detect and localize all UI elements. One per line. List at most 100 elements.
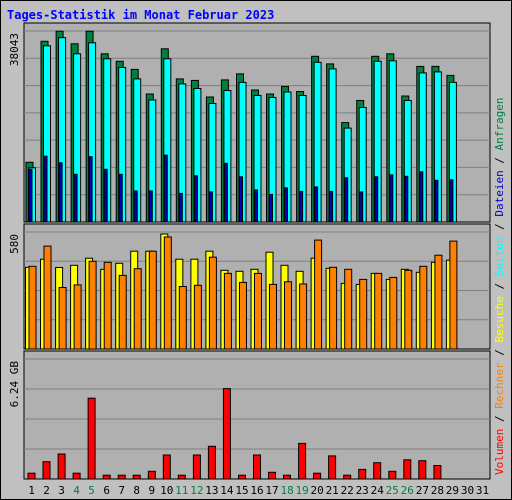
bar-rechner-day-11	[178, 286, 187, 350]
bar-volumen-day-7	[117, 474, 126, 480]
bar-rechner-day-8	[133, 268, 142, 350]
bar-volumen-day-11	[177, 474, 186, 480]
bar-volumen-day-21	[328, 455, 337, 480]
panel-3: 6.24 GB	[8, 350, 491, 480]
x-tick-label-day-26: 26	[401, 484, 414, 497]
bar-rechner-day-24	[374, 272, 383, 350]
bar-volumen-day-8	[132, 474, 141, 480]
bar-volumen-day-5	[87, 397, 96, 480]
bar-rechner-day-10	[163, 236, 172, 350]
bar-dateien-day-21	[329, 190, 334, 223]
x-tick-label-day-20: 20	[310, 484, 323, 497]
bar-dateien-day-15	[239, 176, 243, 223]
bar-volumen-day-27	[418, 460, 427, 480]
x-tick-label-day-3: 3	[58, 484, 65, 497]
x-tick-label-day-16: 16	[250, 484, 263, 497]
bar-dateien-day-1	[28, 168, 33, 223]
bar-dateien-day-7	[118, 173, 123, 223]
x-tick-label-day-22: 22	[341, 484, 354, 497]
x-tick-label-day-19: 19	[295, 484, 308, 497]
bar-volumen-day-23	[358, 468, 367, 480]
x-tick-label-day-1: 1	[28, 484, 35, 497]
bar-rechner-day-21	[329, 266, 338, 350]
x-tick-label-day-17: 17	[265, 484, 278, 497]
bar-rechner-day-3	[58, 287, 67, 350]
bar-rechner-day-22	[344, 268, 353, 350]
bar-volumen-day-24	[373, 462, 382, 480]
bar-dateien-day-3	[58, 162, 63, 223]
bar-dateien-day-25	[389, 174, 394, 223]
bar-rechner-day-12	[193, 284, 202, 350]
bar-rechner-day-9	[148, 250, 157, 350]
bar-dateien-day-4	[73, 173, 78, 223]
x-tick-label-day-5: 5	[88, 484, 95, 497]
x-tick-label-day-31: 31	[476, 484, 489, 497]
bar-volumen-day-25	[388, 470, 397, 480]
bar-volumen-day-17	[268, 471, 276, 480]
bar-volumen-day-26	[403, 459, 412, 480]
chart-title: Tages-Statistik im Monat Februar 2023	[7, 8, 274, 22]
x-tick-label-day-6: 6	[103, 484, 110, 497]
legend-entry-seiten: Seiten	[493, 237, 506, 277]
legend-separator: /	[493, 217, 506, 237]
bar-rechner-day-5	[88, 260, 97, 350]
bar-dateien-day-14	[223, 162, 228, 223]
bar-volumen-day-13	[207, 445, 216, 480]
legend-entry-volumen: Volumen	[493, 429, 506, 475]
bar-dateien-day-10	[163, 154, 168, 223]
bar-volumen-day-28	[433, 465, 442, 480]
bar-dateien-day-9	[148, 190, 153, 223]
x-tick-label-day-13: 13	[205, 484, 218, 497]
bar-volumen-day-20	[313, 472, 322, 480]
bar-volumen-day-18	[283, 474, 291, 480]
bar-rechner-day-28	[434, 254, 443, 350]
bar-rechner-day-26	[404, 269, 413, 350]
bar-dateien-day-5	[88, 156, 93, 223]
bar-volumen-day-19	[298, 442, 307, 480]
x-tick-label-day-24: 24	[371, 484, 385, 497]
bar-volumen-day-1	[27, 472, 36, 480]
series-dateien	[28, 154, 454, 223]
bar-volumen-day-22	[343, 474, 352, 480]
legend: Volumen / Rechner / Besuche / Seiten / D…	[493, 97, 506, 475]
x-tick-label-day-27: 27	[416, 484, 429, 497]
bar-dateien-day-27	[419, 171, 424, 223]
x-tick-label-day-18: 18	[280, 484, 293, 497]
panel-2-ytick-label: 580	[8, 234, 21, 254]
series-seiten	[28, 37, 457, 223]
bar-volumen-day-6	[102, 474, 111, 480]
bar-rechner-day-14	[223, 272, 232, 350]
bar-dateien-day-13	[208, 191, 213, 223]
panel-1: 38043	[8, 22, 491, 223]
x-tick-label-day-11: 11	[175, 484, 188, 497]
legend-text: Volumen / Rechner / Besuche / Seiten / D…	[493, 97, 506, 475]
x-tick-label-day-21: 21	[326, 484, 339, 497]
bar-rechner-day-19	[299, 283, 308, 350]
x-tick-label-day-2: 2	[43, 484, 50, 497]
bar-rechner-day-20	[314, 239, 323, 350]
bar-volumen-day-10	[162, 454, 171, 480]
bar-rechner-day-18	[284, 281, 292, 350]
bar-dateien-day-6	[103, 168, 108, 223]
bar-rechner-day-1	[28, 265, 37, 350]
bar-rechner-day-13	[208, 256, 217, 350]
bar-volumen-day-15	[238, 474, 246, 480]
x-tick-label-day-9: 9	[148, 484, 155, 497]
bar-rechner-day-16	[254, 272, 262, 350]
legend-separator: /	[493, 150, 506, 170]
x-tick-label-day-30: 30	[461, 484, 474, 497]
bar-dateien-day-2	[43, 155, 48, 223]
series-rechner	[28, 236, 458, 350]
bar-dateien-day-11	[178, 192, 183, 223]
series-volumen	[27, 388, 442, 480]
bar-dateien-day-17	[269, 193, 273, 223]
bar-dateien-day-19	[299, 190, 304, 223]
bar-volumen-day-3	[57, 453, 66, 480]
x-tick-label-day-14: 14	[220, 484, 234, 497]
bar-dateien-day-18	[284, 187, 288, 223]
x-tick-label-day-4: 4	[73, 484, 80, 497]
x-tick-label-day-25: 25	[386, 484, 399, 497]
x-tick-label-day-29: 29	[446, 484, 459, 497]
bar-dateien-day-12	[193, 175, 198, 223]
